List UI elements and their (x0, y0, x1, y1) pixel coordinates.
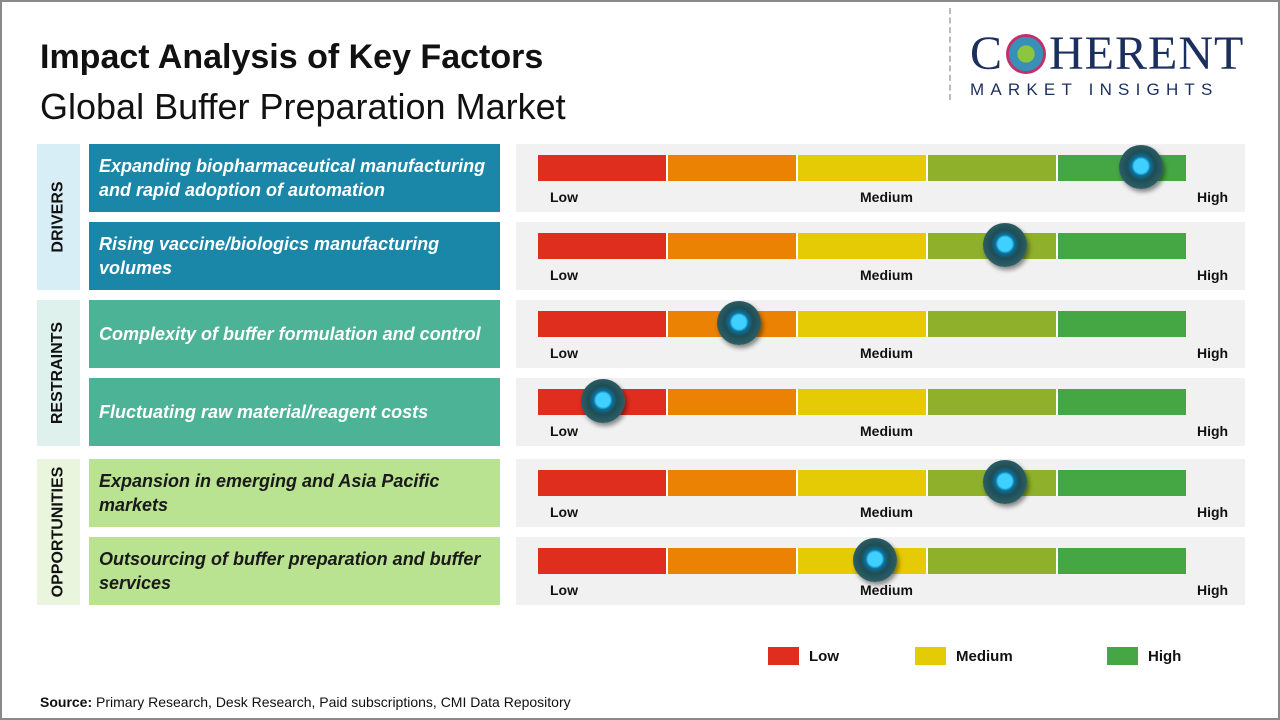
gauge-low-label: Low (550, 189, 578, 205)
category-label: RESTRAINTS (49, 321, 67, 425)
gauge-segment (668, 233, 798, 259)
gauge-medium-label: Medium (860, 582, 913, 598)
gauge-low-label: Low (550, 267, 578, 283)
impact-marker-knob (1118, 145, 1163, 189)
category-opportunities: OPPORTUNITIES (37, 459, 80, 605)
gauge-segment (538, 548, 668, 574)
page-title: Impact Analysis of Key Factors (40, 38, 544, 76)
gauge-segment (1058, 389, 1186, 415)
gauge-low-label: Low (550, 504, 578, 520)
gauge-segment (668, 389, 798, 415)
factor-label: Expanding biopharmaceutical manufacturin… (89, 144, 500, 212)
gauge-low-label: Low (550, 582, 578, 598)
gauge-segment (1058, 548, 1186, 574)
globe-icon (1006, 34, 1047, 74)
gauge-medium-label: Medium (860, 189, 913, 205)
category-label: DRIVERS (49, 181, 67, 253)
impact-marker-knob (580, 379, 625, 423)
gauge-medium-label: Medium (860, 345, 913, 361)
impact-gauge: Low Medium High (516, 378, 1245, 446)
gauge-bar (538, 548, 1186, 574)
gauge-segment (798, 470, 928, 496)
category-drivers: DRIVERS (37, 144, 80, 290)
gauge-bar (538, 155, 1186, 181)
category-label: OPPORTUNITIES (49, 466, 67, 598)
impact-gauge: Low Medium High (516, 144, 1245, 212)
gauge-segment (538, 233, 668, 259)
gauge-medium-label: Medium (860, 423, 913, 439)
factor-label: Fluctuating raw material/reagent costs (89, 378, 500, 446)
legend-medium: Medium (915, 647, 1013, 665)
gauge-segment (798, 155, 928, 181)
gauge-bar (538, 311, 1186, 337)
impact-gauge: Low Medium High (516, 537, 1245, 605)
company-logo: C HERENT MARKET INSIGHTS (970, 30, 1260, 100)
factor-label: Outsourcing of buffer preparation and bu… (89, 537, 500, 605)
factor-label: Complexity of buffer formulation and con… (89, 300, 500, 368)
impact-marker-knob (982, 223, 1027, 267)
gauge-low-label: Low (550, 345, 578, 361)
gauge-bar (538, 389, 1186, 415)
gauge-segment (1058, 470, 1186, 496)
gauge-high-label: High (1197, 582, 1229, 598)
gauge-segment (798, 389, 928, 415)
gauge-medium-label: Medium (860, 267, 913, 283)
impact-gauge: Low Medium High (516, 459, 1245, 527)
gauge-high-label: High (1197, 423, 1229, 439)
gauge-segment (798, 233, 928, 259)
legend-high: High (1107, 647, 1181, 665)
gauge-bar (538, 470, 1186, 496)
legend-swatch-low (768, 647, 799, 665)
gauge-segment (668, 470, 798, 496)
logo-c: C (970, 27, 1004, 80)
gauge-high-label: High (1197, 189, 1229, 205)
gauge-segment (928, 311, 1058, 337)
impact-marker-knob (852, 538, 897, 582)
divider (949, 8, 951, 100)
gauge-segment (928, 155, 1058, 181)
gauge-segment (798, 311, 928, 337)
gauge-segment (668, 155, 798, 181)
page-subtitle: Global Buffer Preparation Market (40, 86, 566, 127)
gauge-segment (538, 155, 668, 181)
gauge-segment (1058, 311, 1186, 337)
gauge-high-label: High (1197, 345, 1229, 361)
gauge-segment (538, 470, 668, 496)
impact-marker-knob (716, 301, 761, 345)
gauge-low-label: Low (550, 423, 578, 439)
gauge-segment (668, 548, 798, 574)
category-restraints: RESTRAINTS (37, 300, 80, 446)
impact-gauge: Low Medium High (516, 300, 1245, 368)
gauge-segment (538, 311, 668, 337)
logo-rest: HERENT (1049, 27, 1245, 80)
gauge-bar (538, 233, 1186, 259)
factor-label: Expansion in emerging and Asia Pacific m… (89, 459, 500, 527)
legend-swatch-high (1107, 647, 1138, 665)
impact-marker-knob (982, 460, 1027, 504)
factor-label: Rising vaccine/biologics manufacturing v… (89, 222, 500, 290)
legend-swatch-medium (915, 647, 946, 665)
gauge-segment (1058, 233, 1186, 259)
impact-gauge: Low Medium High (516, 222, 1245, 290)
gauge-high-label: High (1197, 267, 1229, 283)
gauge-high-label: High (1197, 504, 1229, 520)
legend-low: Low (768, 647, 839, 665)
gauge-segment (928, 548, 1058, 574)
gauge-medium-label: Medium (860, 504, 913, 520)
source-note: Source: Primary Research, Desk Research,… (40, 694, 571, 710)
logo-sub: MARKET INSIGHTS (970, 80, 1219, 99)
gauge-segment (928, 389, 1058, 415)
